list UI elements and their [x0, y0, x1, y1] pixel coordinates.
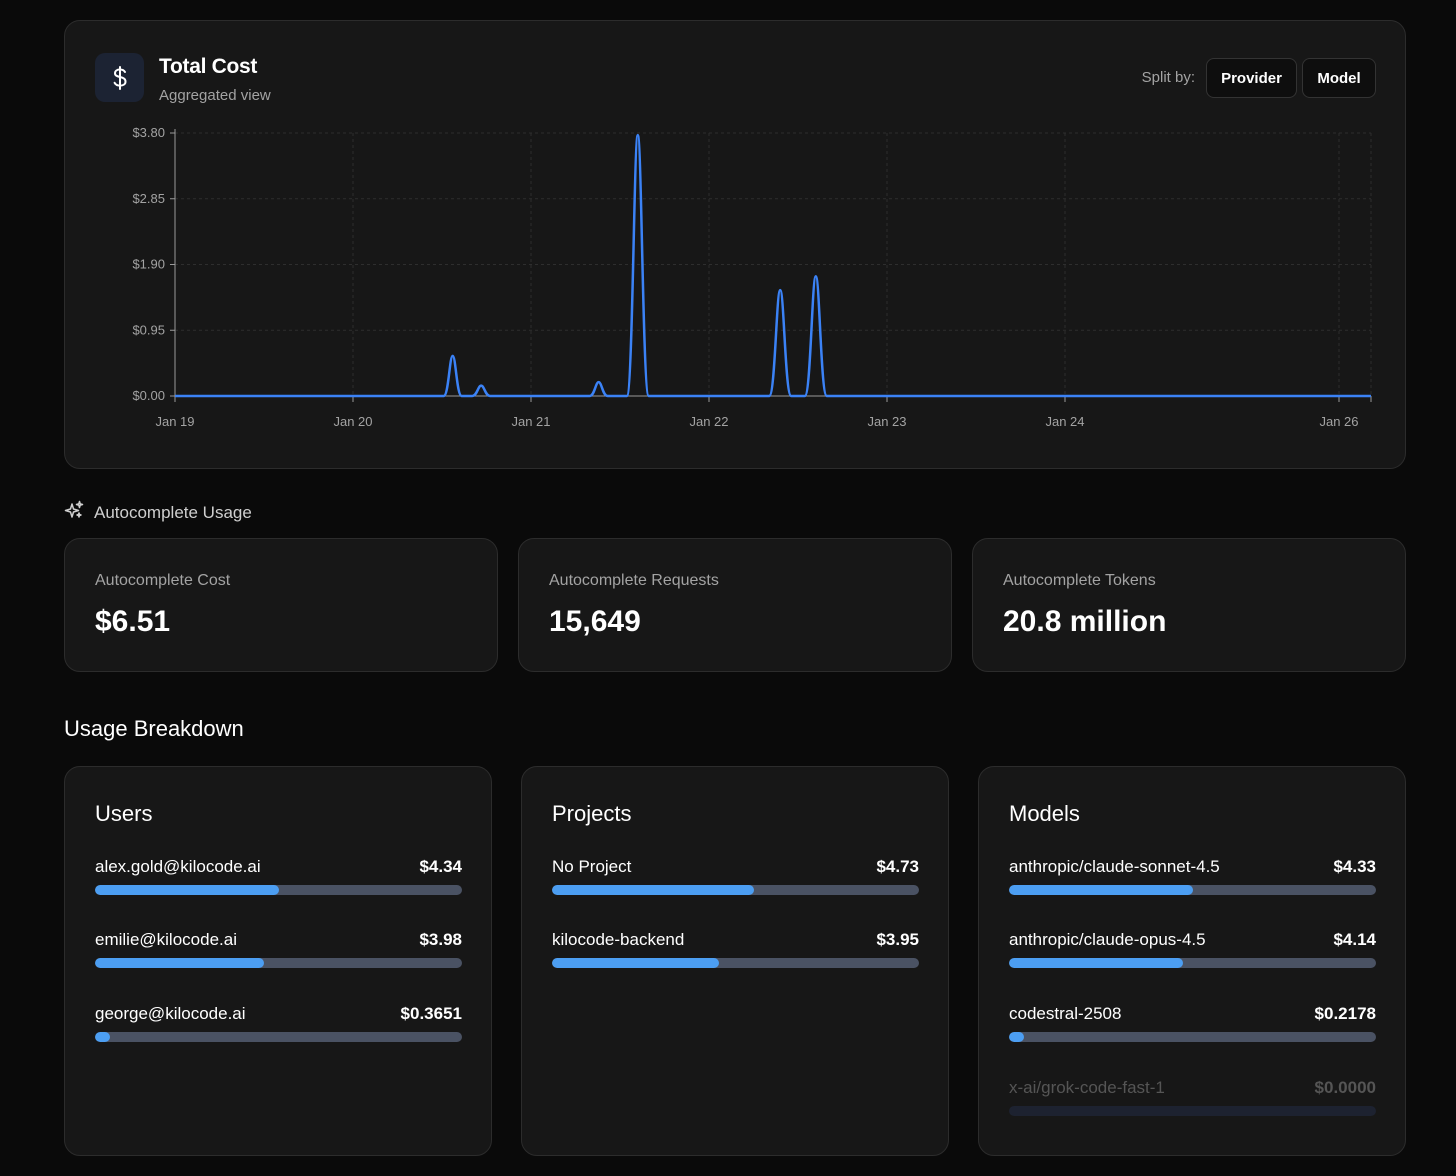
split-model-button[interactable]: Model [1302, 58, 1376, 98]
users-breakdown-card: Users alex.gold@kilocode.ai $4.34 emilie@k… [64, 766, 492, 1156]
row-value: $4.34 [419, 857, 462, 876]
split-provider-button[interactable]: Provider [1206, 58, 1297, 98]
stat-label: Autocomplete Tokens [1003, 572, 1156, 589]
y-tick-label: $0.00 [132, 388, 165, 403]
progress-bar [95, 958, 462, 968]
cost-series-line [175, 133, 1371, 398]
breakdown-row[interactable]: kilocode-backend $3.95 [552, 930, 919, 970]
progress-bar [552, 958, 919, 968]
x-tick-label: Jan 19 [155, 414, 194, 429]
row-value: $4.33 [1333, 857, 1376, 876]
row-name: kilocode-backend [552, 930, 685, 949]
row-value: $0.0000 [1314, 1078, 1376, 1097]
stat-value: $6.51 [95, 605, 171, 638]
row-value: $3.98 [419, 930, 462, 949]
stat-label: Autocomplete Cost [95, 572, 231, 589]
y-tick-label: $1.90 [132, 257, 165, 272]
projects-breakdown-card: Projects No Project $4.73 kilocode-backend… [521, 766, 949, 1156]
row-name: anthropic/claude-opus-4.5 [1009, 930, 1206, 949]
y-tick-label: $2.85 [132, 191, 165, 206]
usage-breakdown-title: Usage Breakdown [64, 716, 244, 741]
row-value: $4.14 [1333, 930, 1376, 949]
breakdown-row[interactable]: anthropic/claude-sonnet-4.5 $4.33 [1009, 857, 1376, 897]
autocomplete-requests-card: Autocomplete Requests 15,649 [518, 538, 952, 672]
x-tick-label: Jan 23 [867, 414, 906, 429]
progress-bar [95, 885, 462, 895]
row-value: $4.73 [876, 857, 919, 876]
breakdown-row[interactable]: alex.gold@kilocode.ai $4.34 [95, 857, 462, 897]
progress-bar-fill [1009, 1032, 1024, 1042]
row-name: codestral-2508 [1009, 1004, 1122, 1023]
breakdown-row[interactable]: george@kilocode.ai $0.3651 [95, 1004, 462, 1044]
progress-bar-fill [95, 958, 264, 968]
x-tick-label: Jan 20 [333, 414, 372, 429]
progress-bar-fill [95, 1032, 110, 1042]
sparkles-icon [64, 500, 84, 525]
row-name: anthropic/claude-sonnet-4.5 [1009, 857, 1220, 876]
row-value: $0.3651 [400, 1004, 462, 1023]
autocomplete-section-label: Autocomplete Usage [94, 502, 252, 522]
row-value: $3.95 [876, 930, 919, 949]
row-name: george@kilocode.ai [95, 1004, 246, 1023]
progress-bar [1009, 1032, 1376, 1042]
progress-bar [95, 1032, 462, 1042]
stat-value: 15,649 [549, 605, 641, 638]
autocomplete-cost-card: Autocomplete Cost $6.51 [64, 538, 498, 672]
row-value: $0.2178 [1314, 1004, 1376, 1023]
cost-line-chart: $3.80 $2.85 $1.90 $0.95 $0.00 Jan 19 Jan 20 Jan… [132, 125, 1372, 429]
progress-bar [1009, 1106, 1376, 1116]
progress-bar-fill [552, 885, 754, 895]
breakdown-row[interactable]: x-ai/grok-code-fast-1 $0.0000 [1009, 1078, 1376, 1118]
x-tick-label: Jan 22 [689, 414, 728, 429]
breakdown-row[interactable]: No Project $4.73 [552, 857, 919, 897]
progress-bar [1009, 958, 1376, 968]
breakdown-row[interactable]: codestral-2508 $0.2178 [1009, 1004, 1376, 1044]
cost-card-subtitle: Aggregated view [159, 87, 271, 104]
x-tick-label: Jan 21 [511, 414, 550, 429]
progress-bar-fill [1009, 885, 1193, 895]
progress-bar-fill [1009, 958, 1184, 968]
x-tick-label: Jan 24 [1045, 414, 1084, 429]
projects-card-title: Projects [552, 801, 632, 826]
stat-value: 20.8 million [1003, 605, 1167, 638]
autocomplete-section-header: Autocomplete Usage [64, 500, 252, 525]
progress-bar-fill [95, 885, 279, 895]
x-tick-label: Jan 26 [1319, 414, 1358, 429]
cost-card-title: Total Cost [159, 55, 258, 78]
stat-label: Autocomplete Requests [549, 572, 719, 589]
progress-bar [552, 885, 919, 895]
y-tick-label: $3.80 [132, 125, 165, 140]
progress-bar [1009, 885, 1376, 895]
breakdown-row[interactable]: emilie@kilocode.ai $3.98 [95, 930, 462, 970]
row-name: emilie@kilocode.ai [95, 930, 237, 949]
row-name: No Project [552, 857, 632, 876]
autocomplete-tokens-card: Autocomplete Tokens 20.8 million [972, 538, 1406, 672]
row-name: alex.gold@kilocode.ai [95, 857, 261, 876]
total-cost-card: Total Cost Aggregated view Split by: Pro… [64, 20, 1406, 469]
breakdown-row[interactable]: anthropic/claude-opus-4.5 $4.14 [1009, 930, 1376, 970]
models-card-title: Models [1009, 801, 1080, 826]
dollar-icon [95, 53, 144, 102]
users-card-title: Users [95, 801, 153, 826]
models-breakdown-card: Models anthropic/claude-sonnet-4.5 $4.33 a… [978, 766, 1406, 1156]
progress-bar-fill [552, 958, 719, 968]
split-by-label: Split by: [1141, 69, 1195, 86]
row-name: x-ai/grok-code-fast-1 [1009, 1078, 1165, 1097]
y-tick-label: $0.95 [132, 322, 165, 337]
